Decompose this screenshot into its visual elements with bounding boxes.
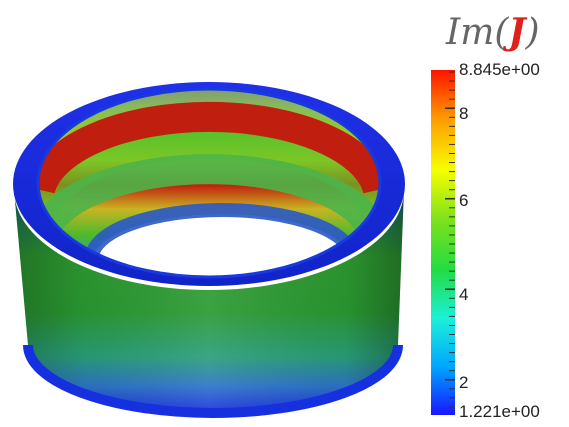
colorbar-max-label: 8.845e+00 <box>459 60 540 79</box>
ring-outer-wall <box>14 190 404 418</box>
colorbar <box>431 70 455 415</box>
plot-title: Im(J) <box>446 10 566 54</box>
title-im: Im <box>446 12 495 53</box>
colorbar-tick-2: 2 <box>459 373 469 392</box>
colorbar-min-label: 1.221e+00 <box>459 402 540 421</box>
title-open-paren: ( <box>494 12 509 53</box>
colorbar-tick-4: 4 <box>459 285 469 304</box>
colorbar-tick-6: 6 <box>459 191 469 210</box>
title-j-symbol: J <box>508 11 526 53</box>
colorbar-tick-8: 8 <box>459 104 469 123</box>
title-close-paren: ) <box>525 12 540 53</box>
colorbar-minor-ticks <box>445 71 455 408</box>
ring-rim-inner-edge <box>36 87 382 279</box>
